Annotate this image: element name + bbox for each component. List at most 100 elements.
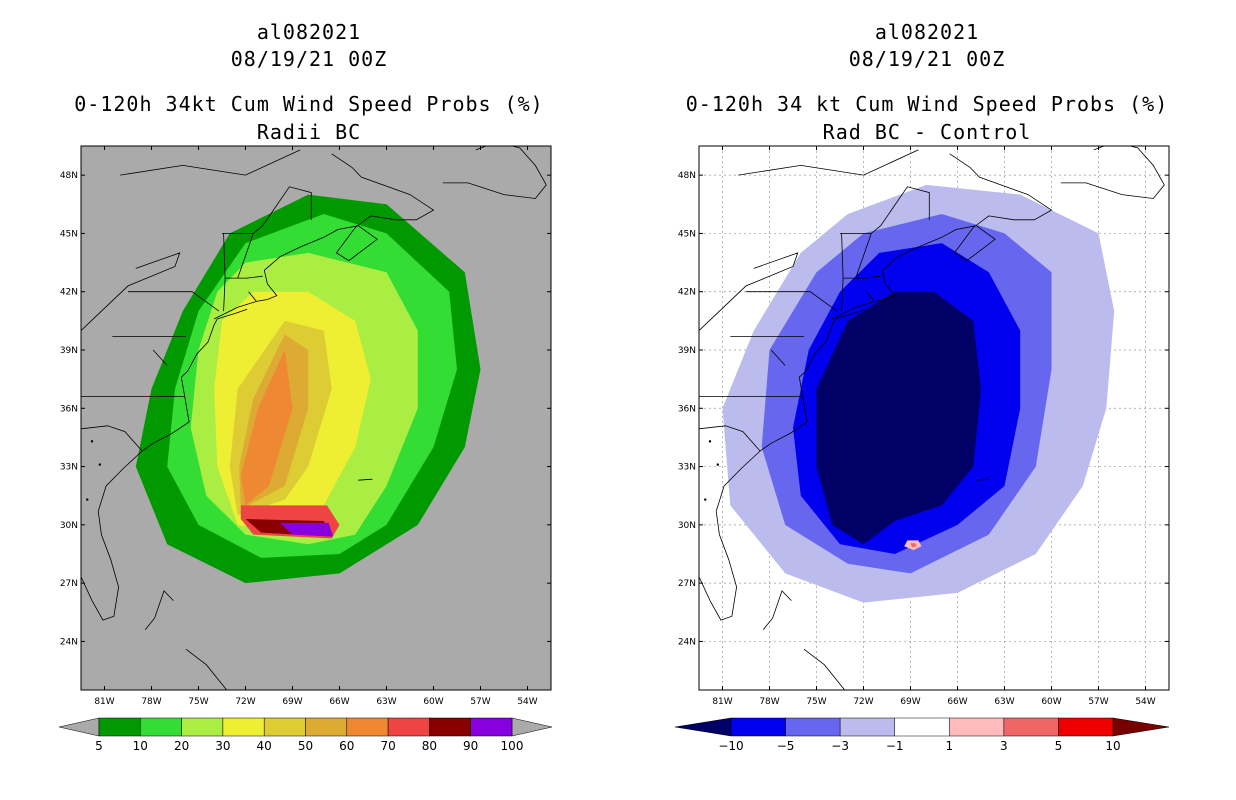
map-dot bbox=[72, 474, 74, 476]
y-tick-label: 27N bbox=[678, 579, 696, 589]
x-tick-label: 66W bbox=[329, 697, 349, 707]
map-dot bbox=[716, 463, 720, 466]
y-tick-label: 36N bbox=[678, 404, 696, 414]
left-storm-id: al082021 bbox=[256, 20, 362, 44]
colorbar-swatch bbox=[839, 717, 895, 737]
y-tick-label: 33N bbox=[678, 463, 696, 473]
coastline bbox=[358, 478, 373, 481]
y-tick-label: 48N bbox=[678, 171, 696, 181]
colorbar-swatch bbox=[305, 717, 348, 737]
coastline bbox=[976, 478, 991, 481]
colorbar-label: 20 bbox=[174, 739, 189, 753]
colorbar-swatch bbox=[470, 717, 513, 737]
left-contours bbox=[135, 194, 481, 584]
x-tick-label: 63W bbox=[994, 697, 1014, 707]
coastline bbox=[128, 291, 220, 312]
coastline bbox=[81, 511, 120, 621]
x-tick-label: 63W bbox=[376, 697, 396, 707]
colorbar-swatch bbox=[730, 717, 786, 737]
coastline bbox=[840, 186, 930, 234]
y-tick-label: 48N bbox=[60, 171, 78, 181]
x-tick-label: 78W bbox=[759, 697, 779, 707]
coastline bbox=[144, 590, 174, 631]
y-tick-label: 24N bbox=[60, 637, 78, 647]
map-dot bbox=[704, 498, 707, 501]
coastline bbox=[152, 349, 168, 366]
left-title: 0-120h 34kt Cum Wind Speed Probs (%) bbox=[74, 92, 544, 116]
coastline bbox=[442, 146, 547, 199]
colorbar-label: −1 bbox=[886, 739, 904, 753]
contour-level-60 bbox=[240, 350, 293, 506]
x-tick-label: 57W bbox=[1088, 697, 1108, 707]
coastline bbox=[225, 275, 263, 279]
map-dot bbox=[708, 440, 712, 443]
coastline bbox=[81, 425, 143, 452]
coastline bbox=[185, 648, 228, 690]
coastline bbox=[699, 252, 799, 331]
x-tick-label: 60W bbox=[423, 697, 443, 707]
right-panel: al082021 08/19/21 00Z 0-120h 34 kt Cum W… bbox=[618, 0, 1236, 800]
coastline bbox=[97, 308, 248, 512]
colorbar-swatch bbox=[263, 717, 306, 737]
x-tick-label: 69W bbox=[900, 697, 920, 707]
y-tick-label: 36N bbox=[60, 404, 78, 414]
x-tick-label: 54W bbox=[517, 697, 537, 707]
contour-level-90 bbox=[280, 522, 334, 537]
x-tick-label: 78W bbox=[141, 697, 161, 707]
left-map-frame bbox=[80, 145, 552, 691]
y-tick-label: 24N bbox=[678, 637, 696, 647]
colorbar-label: 90 bbox=[463, 739, 478, 753]
y-tick-label: 30N bbox=[60, 521, 78, 531]
x-tick-label: 81W bbox=[712, 697, 732, 707]
coastline bbox=[237, 233, 254, 279]
colorbar-label: −10 bbox=[718, 739, 743, 753]
colorbar-label: 100 bbox=[501, 739, 524, 753]
map-dot bbox=[86, 498, 89, 501]
x-tick-label: 81W bbox=[94, 697, 114, 707]
x-tick-label: 54W bbox=[1135, 697, 1155, 707]
right-subtitle: Rad BC - Control bbox=[822, 120, 1032, 144]
map-dot bbox=[90, 440, 94, 443]
colorbar-arrow-right bbox=[511, 717, 553, 737]
left-panel: al082021 08/19/21 00Z 0-120h 34kt Cum Wi… bbox=[58, 20, 553, 753]
right-title: 0-120h 34 kt Cum Wind Speed Probs (%) bbox=[685, 92, 1169, 116]
y-tick-label: 33N bbox=[60, 463, 78, 473]
colorbar-label: −5 bbox=[777, 739, 795, 753]
colorbar-label: 80 bbox=[422, 739, 437, 753]
contour-level-5 bbox=[910, 543, 917, 548]
colorbar-swatch bbox=[1058, 717, 1114, 737]
left-chart-svg: 81W 78W 75W 72W 69W 66W 63W 60W 57W 54W 48N 45N 42N… bbox=[58, 145, 553, 753]
right-y-ticks: 48N 45N 42N 39N 36N 33N 30N 27N 24N bbox=[678, 171, 1169, 647]
colorbar-arrow-left bbox=[674, 717, 732, 737]
colorbar-label: 1 bbox=[945, 739, 953, 753]
x-tick-label: 69W bbox=[282, 697, 302, 707]
colorbar-swatch bbox=[222, 717, 265, 737]
map-dot bbox=[98, 463, 102, 466]
colorbar-label: 5 bbox=[1055, 739, 1063, 753]
x-tick-label: 57W bbox=[470, 697, 490, 707]
right-storm-id: al082021 bbox=[874, 20, 980, 44]
y-tick-label: 45N bbox=[678, 229, 696, 239]
right-map-frame bbox=[698, 145, 1170, 691]
coastline bbox=[855, 233, 872, 279]
coastline bbox=[803, 648, 846, 690]
x-tick-label: 66W bbox=[947, 697, 967, 707]
x-tick-label: 72W bbox=[853, 697, 873, 707]
colorbar-swatch bbox=[785, 717, 841, 737]
coastline bbox=[746, 291, 838, 312]
x-tick-label: 75W bbox=[806, 697, 826, 707]
colorbar-label: 10 bbox=[1105, 739, 1120, 753]
right-x-ticks: 81W 78W 75W 72W 69W 66W 63W 60W 57W 54W bbox=[712, 146, 1156, 707]
coastline bbox=[699, 425, 761, 452]
colorbar-swatch bbox=[181, 717, 224, 737]
colorbar-swatch bbox=[140, 717, 182, 737]
left-coastlines bbox=[72, 146, 547, 690]
contour-level-neg10 bbox=[816, 291, 981, 545]
coastline bbox=[214, 153, 435, 320]
right-chart-svg: 81W 78W 75W 72W 69W 66W 63W 60W 57W 54W 48N 45N 42N… bbox=[674, 145, 1170, 753]
colorbar-label: 70 bbox=[380, 739, 395, 753]
coastline bbox=[1060, 146, 1165, 199]
coastline bbox=[248, 291, 257, 302]
colorbar-label: 40 bbox=[257, 739, 272, 753]
map-dot bbox=[690, 474, 692, 476]
